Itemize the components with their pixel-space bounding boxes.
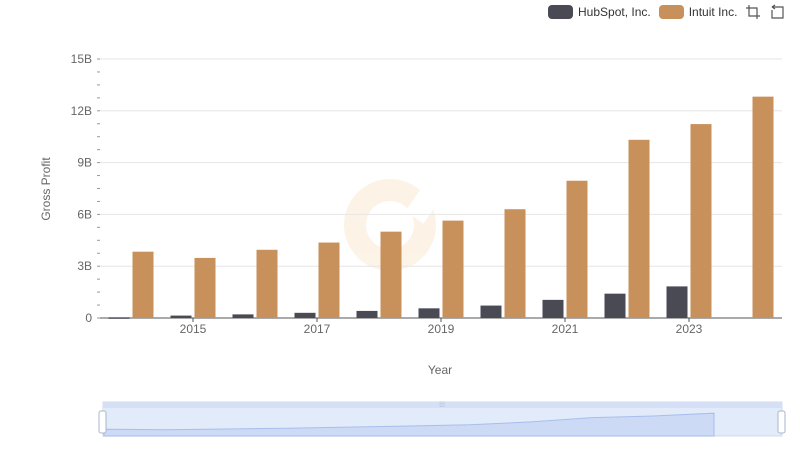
x-tick-label: 2019 [428, 322, 455, 336]
reset-icon[interactable] [769, 4, 785, 20]
datazoom-grip-icon[interactable]: ⁞⁞⁞ [439, 402, 445, 409]
bar-hubspot[interactable] [542, 299, 564, 318]
crop-zoom-icon[interactable] [745, 4, 761, 20]
x-axis-title: Year [428, 363, 452, 377]
y-tick-label: 9B [77, 156, 92, 170]
y-tick-label: 0 [85, 311, 92, 325]
y-tick-label: 12B [71, 104, 92, 118]
legend-swatch-intuit [658, 5, 684, 19]
legend-label-intuit: Intuit Inc. [688, 5, 738, 19]
bars [108, 96, 774, 319]
datazoom-preview-area [103, 412, 715, 437]
bar-intuit[interactable] [194, 257, 216, 318]
bar-hubspot[interactable] [418, 308, 440, 318]
bar-intuit[interactable] [132, 251, 154, 318]
bar-hubspot[interactable] [604, 293, 626, 318]
legend-item-intuit[interactable]: Intuit Inc. [658, 5, 738, 19]
grid-lines [100, 58, 782, 267]
bar-intuit[interactable] [628, 139, 650, 318]
bar-intuit[interactable] [380, 231, 402, 318]
bar-hubspot[interactable] [294, 312, 316, 318]
x-tick-label: 2015 [180, 322, 207, 336]
y-tick-label: 3B [77, 259, 92, 273]
bar-hubspot[interactable] [232, 314, 254, 318]
datazoom-top-bar[interactable] [103, 402, 782, 408]
datazoom-slider[interactable]: ⁞⁞⁞ [98, 401, 786, 437]
bar-intuit[interactable] [442, 220, 464, 318]
bar-hubspot[interactable] [356, 310, 378, 318]
x-tick-label: 2017 [304, 322, 331, 336]
y-tick-label: 6B [77, 207, 92, 221]
legend-swatch-hubspot [548, 5, 573, 19]
datazoom-right-handle[interactable] [777, 410, 786, 434]
bar-hubspot[interactable] [666, 286, 688, 318]
bar-intuit[interactable] [318, 242, 340, 318]
bar-hubspot[interactable] [108, 317, 130, 319]
bar-intuit[interactable] [566, 180, 588, 318]
x-tick-label: 2023 [676, 322, 703, 336]
bar-intuit[interactable] [690, 124, 712, 318]
bar-intuit[interactable] [504, 209, 526, 318]
x-tick-label: 2021 [552, 322, 579, 336]
bar-intuit[interactable] [752, 96, 774, 319]
legend: HubSpot, Inc. Intuit Inc. [548, 4, 785, 20]
bar-hubspot[interactable] [170, 315, 192, 318]
bar-intuit[interactable] [256, 249, 278, 318]
x-axis: 2015 2017 2019 2021 2023 [100, 317, 782, 336]
legend-label-hubspot: HubSpot, Inc. [578, 5, 651, 19]
datazoom-selected-window[interactable] [104, 408, 782, 436]
datazoom-left-handle[interactable] [98, 410, 107, 434]
bar-hubspot[interactable] [480, 305, 502, 318]
y-tick-label: 15B [71, 52, 92, 66]
legend-item-hubspot[interactable]: HubSpot, Inc. [548, 5, 651, 19]
y-axis: 0 3B 6B 9B 12B 15B [71, 52, 100, 325]
y-axis-title: Gross Profit [39, 157, 53, 221]
